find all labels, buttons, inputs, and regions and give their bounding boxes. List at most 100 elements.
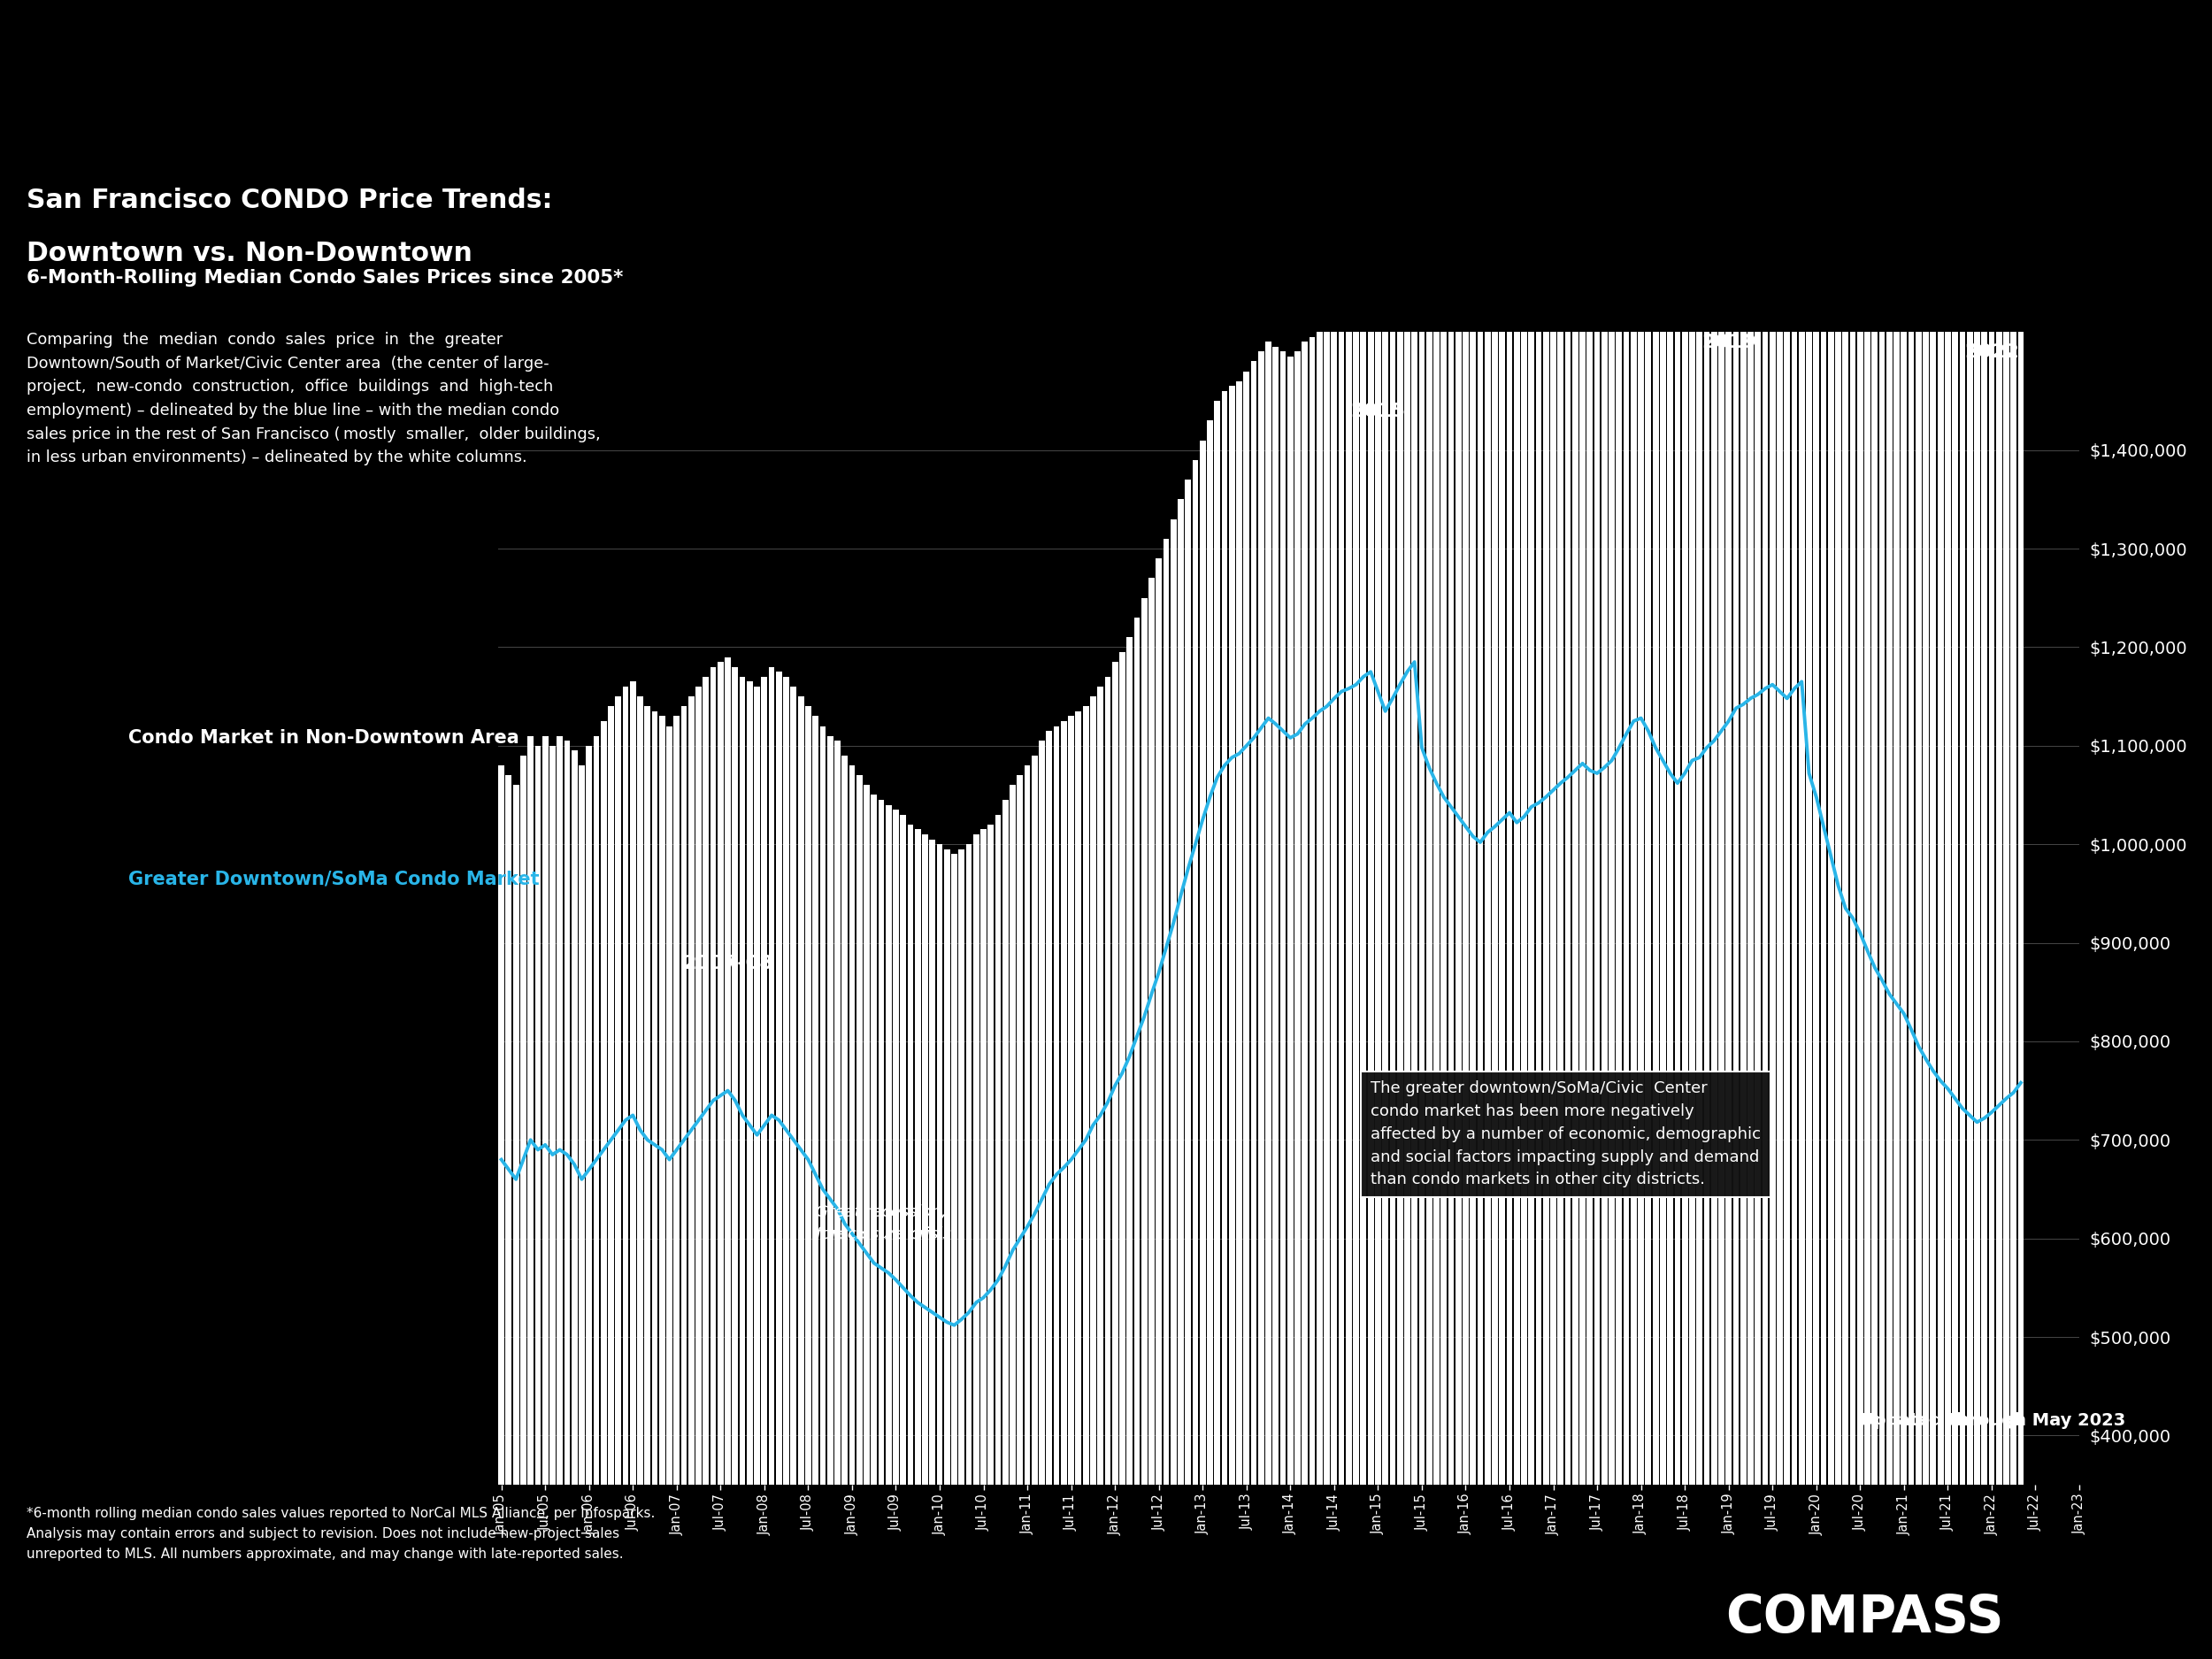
Bar bbox=[557, 737, 562, 1485]
Bar bbox=[1208, 420, 1212, 1485]
Bar bbox=[549, 745, 555, 1485]
Bar bbox=[1712, 164, 1717, 1485]
Text: The greater downtown/SoMa/Civic  Center
condo market has been more negatively
af: The greater downtown/SoMa/Civic Center c… bbox=[1371, 1080, 1761, 1188]
Bar bbox=[695, 687, 701, 1485]
Bar bbox=[1471, 257, 1475, 1485]
Bar bbox=[1573, 194, 1577, 1485]
Bar bbox=[776, 672, 783, 1485]
Text: Updated through May 2023: Updated through May 2023 bbox=[1860, 1412, 2126, 1428]
Bar bbox=[856, 775, 863, 1485]
Bar bbox=[1332, 317, 1336, 1485]
Bar bbox=[900, 815, 907, 1485]
Bar bbox=[748, 682, 752, 1485]
Bar bbox=[1544, 214, 1548, 1485]
Bar bbox=[1360, 292, 1367, 1485]
Bar bbox=[1973, 267, 1980, 1485]
Bar bbox=[507, 775, 511, 1485]
Bar bbox=[681, 707, 688, 1485]
Bar bbox=[1922, 214, 1929, 1485]
Bar bbox=[1820, 85, 1827, 1485]
Bar bbox=[644, 707, 650, 1485]
Bar bbox=[1097, 687, 1104, 1485]
Bar bbox=[1354, 302, 1358, 1485]
Bar bbox=[1411, 272, 1418, 1485]
Text: COMPASS: COMPASS bbox=[1725, 1593, 2004, 1642]
Bar bbox=[1827, 76, 1834, 1485]
Bar bbox=[717, 662, 723, 1485]
Bar bbox=[2011, 244, 2017, 1485]
Bar bbox=[1287, 357, 1294, 1485]
Bar bbox=[754, 687, 761, 1485]
Bar bbox=[894, 810, 898, 1485]
Bar bbox=[1024, 765, 1031, 1485]
Text: Condo Market in Non-Downtown Area: Condo Market in Non-Downtown Area bbox=[128, 730, 520, 747]
Bar bbox=[1814, 95, 1818, 1485]
Bar bbox=[602, 722, 606, 1485]
Bar bbox=[1272, 347, 1279, 1485]
Bar bbox=[1776, 114, 1783, 1485]
Bar bbox=[1579, 189, 1586, 1485]
Bar bbox=[1982, 262, 1986, 1485]
Bar bbox=[1763, 114, 1767, 1485]
Bar bbox=[1792, 109, 1798, 1485]
Bar bbox=[989, 825, 993, 1485]
Text: Greater Downtown/SoMa Condo Market: Greater Downtown/SoMa Condo Market bbox=[128, 871, 540, 888]
Bar bbox=[1455, 272, 1462, 1485]
Bar bbox=[622, 687, 628, 1485]
Bar bbox=[1316, 332, 1323, 1485]
Bar bbox=[710, 667, 717, 1485]
Bar bbox=[1170, 519, 1177, 1485]
Bar bbox=[498, 765, 504, 1485]
Bar bbox=[1535, 219, 1542, 1485]
Bar bbox=[1858, 76, 1863, 1485]
Text: 6-Month-Rolling Median Condo Sales Prices since 2005*: 6-Month-Rolling Median Condo Sales Price… bbox=[27, 269, 624, 287]
Bar bbox=[1966, 262, 1973, 1485]
Bar bbox=[1091, 697, 1097, 1485]
Bar bbox=[1909, 189, 1913, 1485]
Bar bbox=[1104, 677, 1110, 1485]
Bar bbox=[827, 737, 834, 1485]
Bar bbox=[513, 785, 520, 1485]
Bar bbox=[615, 697, 622, 1485]
Bar bbox=[703, 677, 708, 1485]
Bar bbox=[936, 844, 942, 1485]
Bar bbox=[675, 717, 679, 1485]
Bar bbox=[1887, 154, 1891, 1485]
Bar bbox=[1259, 352, 1263, 1485]
Bar bbox=[1303, 342, 1307, 1485]
Bar bbox=[2004, 249, 2008, 1485]
Bar bbox=[1878, 134, 1885, 1485]
Bar bbox=[1732, 134, 1739, 1485]
Bar bbox=[812, 717, 818, 1485]
Bar bbox=[2017, 234, 2024, 1485]
Bar bbox=[1433, 252, 1440, 1485]
Bar bbox=[1785, 119, 1790, 1485]
Text: 2007-08: 2007-08 bbox=[684, 954, 774, 972]
Bar bbox=[1405, 282, 1411, 1485]
Bar bbox=[790, 687, 796, 1485]
Bar bbox=[1513, 239, 1520, 1485]
Bar bbox=[922, 834, 929, 1485]
Bar bbox=[980, 830, 987, 1485]
Bar bbox=[1770, 109, 1776, 1485]
Bar bbox=[973, 834, 980, 1485]
Bar bbox=[1703, 169, 1710, 1485]
Bar bbox=[739, 677, 745, 1485]
Bar bbox=[967, 844, 971, 1485]
Bar bbox=[593, 737, 599, 1485]
Bar bbox=[1491, 239, 1498, 1485]
Bar bbox=[1637, 149, 1644, 1485]
Bar bbox=[761, 677, 768, 1485]
Bar bbox=[1237, 382, 1243, 1485]
Bar bbox=[1900, 174, 1907, 1485]
Bar bbox=[834, 742, 841, 1485]
Text: Great recession,
foreclosure crisis: Great recession, foreclosure crisis bbox=[816, 1204, 951, 1243]
Bar bbox=[958, 849, 964, 1485]
Bar bbox=[1345, 307, 1352, 1485]
Bar bbox=[863, 785, 869, 1485]
Bar bbox=[916, 830, 920, 1485]
Bar bbox=[1995, 252, 2002, 1485]
Bar bbox=[1250, 362, 1256, 1485]
Bar bbox=[1449, 267, 1453, 1485]
Bar bbox=[872, 795, 876, 1485]
